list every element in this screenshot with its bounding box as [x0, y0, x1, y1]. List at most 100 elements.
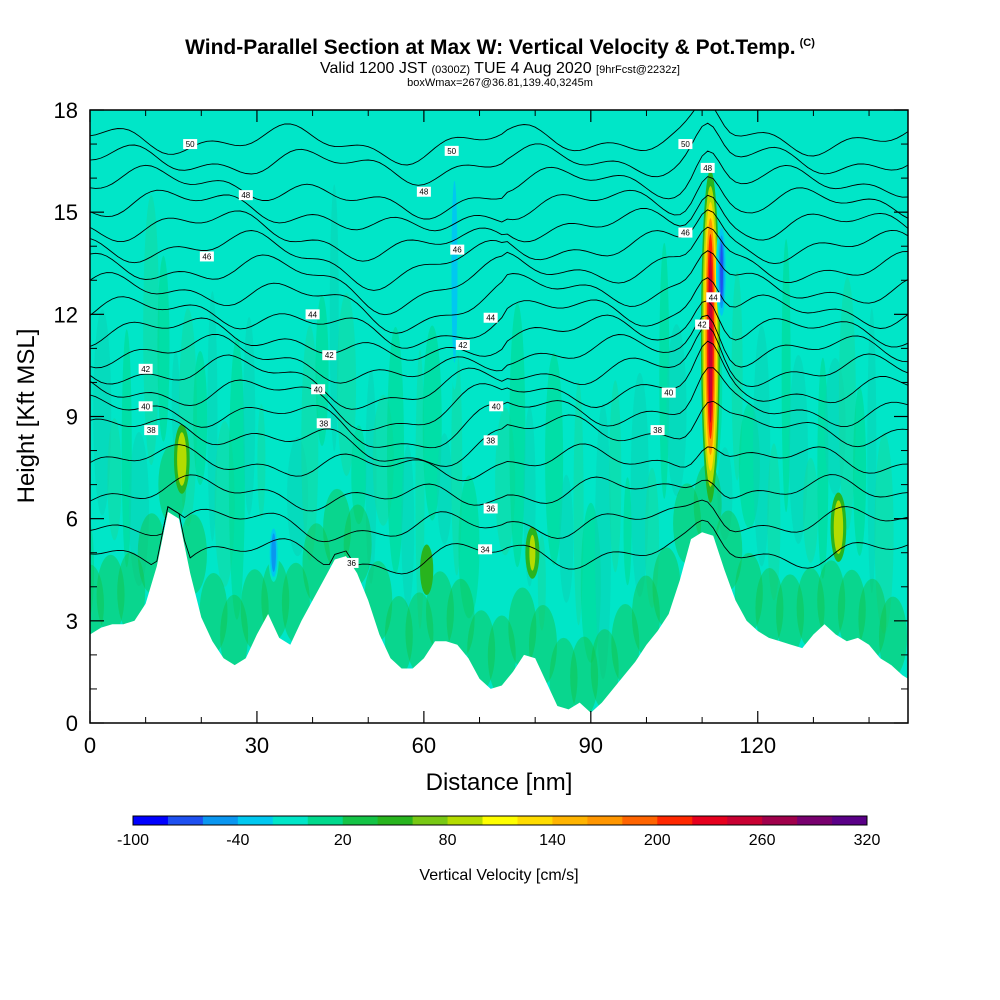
field-streak — [90, 564, 104, 645]
chart-subtitle: Valid 1200 JST (0300Z) TUE 4 Aug 2020 [9… — [0, 60, 1000, 78]
downdraft-core — [451, 180, 458, 363]
contour-label-box — [678, 139, 693, 150]
contour-label-box — [344, 557, 359, 568]
colorbar-swatch — [797, 816, 833, 825]
valid-time: Valid 1200 JST — [320, 60, 428, 77]
field-streak — [537, 534, 546, 631]
field-streak — [401, 444, 415, 608]
contour-label: 38 — [319, 419, 328, 428]
colorbar-swatch — [412, 816, 449, 825]
field-streak — [193, 351, 208, 486]
colorbar-swatch — [377, 816, 414, 825]
colorbar-swatch — [762, 816, 798, 825]
colorbar-frame — [132, 815, 868, 826]
field-streak — [422, 325, 442, 521]
colorbar-swatch — [342, 816, 379, 825]
colorbar-swatch — [237, 816, 274, 825]
field-streak — [630, 372, 649, 597]
contour-label: 48 — [419, 188, 428, 197]
x-tick-label: 120 — [739, 733, 776, 758]
contour-label-box — [483, 503, 498, 514]
contour-label-box — [316, 418, 331, 429]
field-streak — [817, 560, 846, 641]
contour-label: 38 — [653, 426, 662, 435]
y-tick-label: 18 — [54, 98, 78, 123]
contour-label: 40 — [141, 402, 150, 411]
field-streak — [446, 578, 475, 659]
contour-label-box — [199, 251, 214, 262]
contour-label-box — [483, 435, 498, 446]
field-streak — [595, 403, 612, 680]
field-streak — [243, 317, 256, 516]
contour-label-box — [144, 425, 159, 436]
field-streak — [405, 592, 434, 673]
chart-title-mark: (C) — [799, 37, 815, 49]
field-streak — [487, 615, 516, 696]
colorbar-tick-label: 260 — [749, 832, 776, 849]
contour-label: 34 — [481, 545, 490, 554]
field-streak — [878, 596, 907, 677]
y-axis-label: Height [Kft MSL] — [13, 329, 40, 504]
field-streak — [107, 418, 122, 541]
colorbar-swatch — [167, 816, 204, 825]
terrain — [90, 511, 908, 723]
colorbar-swatch — [587, 816, 623, 825]
box-wmax-info: boxWmax=267@36.81,139.40,3245m — [407, 77, 593, 89]
colorbar-label: Vertical Velocity [cm/s] — [419, 867, 578, 884]
contour-label: 50 — [681, 140, 690, 149]
contour-label-box — [322, 350, 337, 361]
field-streak — [228, 337, 245, 620]
field-streak — [117, 551, 146, 632]
field-streak — [858, 578, 887, 659]
colorbar-tick-label: 140 — [539, 832, 566, 849]
field-streak — [436, 433, 452, 545]
theta-contour-line — [90, 250, 908, 334]
contour-label: 38 — [486, 436, 495, 445]
theta-contour-line — [90, 226, 908, 316]
contour-label: 40 — [664, 389, 673, 398]
colorbar: -100 -40 20 80 140 200 260 320 — [117, 815, 880, 849]
contour-label-box — [483, 312, 498, 323]
contour-label-box — [661, 387, 676, 398]
colorbar-swatch — [307, 816, 344, 825]
chart-title-text: Wind-Parallel Section at Max W: Vertical… — [185, 36, 796, 59]
field-streak — [157, 255, 170, 442]
theta-contour-line — [90, 209, 908, 291]
updraft-core — [708, 249, 713, 423]
theta-contour-line — [90, 194, 908, 262]
contour-label: 42 — [458, 341, 467, 350]
contour-label: 40 — [314, 385, 323, 394]
field-streak — [776, 574, 805, 655]
colorbar-tick-label: -100 — [117, 832, 149, 849]
valid-date: TUE 4 Aug 2020 — [474, 60, 592, 77]
field-streak — [570, 636, 599, 717]
theta-contour-line — [90, 110, 908, 166]
field-streak — [573, 381, 584, 626]
updraft-core — [420, 544, 434, 595]
contour-label: 50 — [447, 147, 456, 156]
theta-contour-line — [90, 325, 908, 410]
theta-contour-line — [90, 443, 908, 482]
field-streak — [788, 354, 808, 544]
colorbar-swatch — [133, 816, 169, 825]
field-streak — [803, 457, 819, 563]
contour-label: 46 — [681, 229, 690, 238]
field-streak — [384, 595, 413, 676]
contour-label: 44 — [709, 293, 718, 302]
contour-label: 40 — [492, 402, 501, 411]
contour-label-box — [706, 292, 721, 303]
contour-label-box — [455, 339, 470, 350]
contour-label-box — [678, 227, 693, 238]
contour-label-box — [650, 425, 665, 436]
downdraft-core — [720, 243, 723, 301]
contour-label-box — [238, 190, 253, 201]
x-tick-label: 60 — [412, 733, 436, 758]
theta-contour-line — [90, 314, 908, 384]
field-streak — [257, 404, 266, 519]
field-streak — [365, 368, 377, 584]
contour-labels: 50 50 50 48 48 48 46 46 46 44 44 44 42 42 42 42 40 40 40 40… — [138, 139, 721, 568]
field-streak — [645, 467, 660, 608]
forecast-info: [9hrFcst@2232z] — [596, 64, 680, 76]
